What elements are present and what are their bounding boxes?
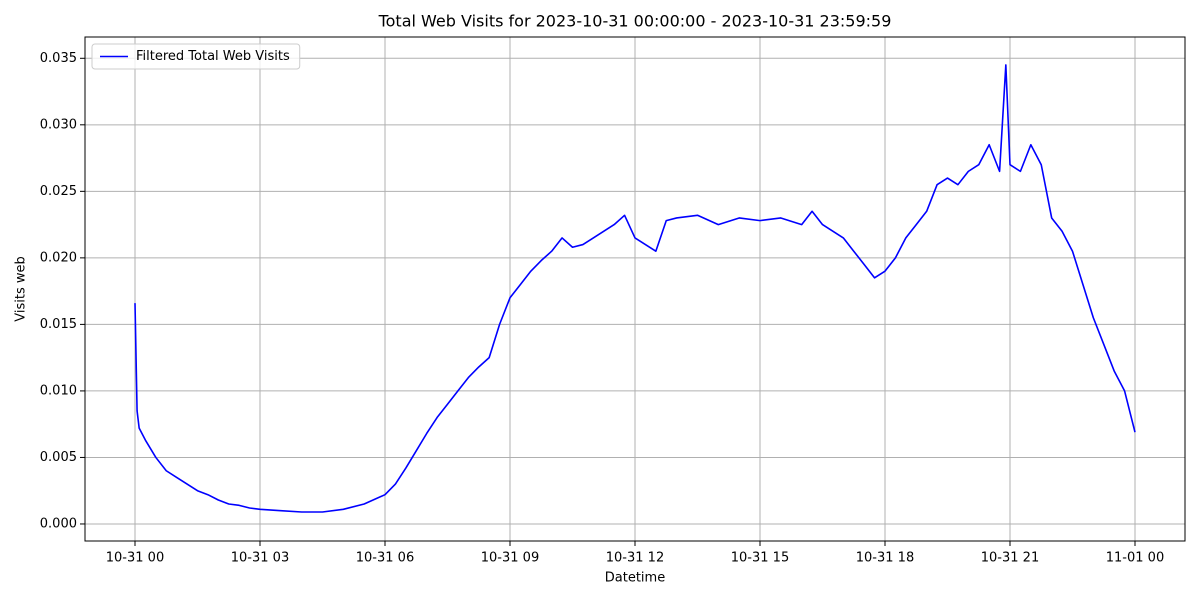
y-tick-label: 0.015 — [40, 317, 77, 332]
x-tick-label: 10-31 00 — [106, 551, 164, 566]
y-tick-label: 0.005 — [40, 450, 77, 465]
plot-frame — [84, 36, 1186, 542]
x-tick-label: 10-31 09 — [481, 551, 539, 566]
data-line — [134, 64, 1136, 513]
legend-box — [91, 43, 301, 70]
x-tick-label: 11-01 00 — [1106, 551, 1164, 566]
y-tick-label: 0.000 — [40, 516, 77, 531]
y-tick-label: 0.025 — [40, 184, 77, 199]
y-tick-label: 0.010 — [40, 383, 77, 398]
x-axis-label: Datetime — [605, 571, 665, 586]
x-tick-label: 10-31 06 — [356, 551, 414, 566]
x-tick-label: 10-31 15 — [731, 551, 789, 566]
legend: Filtered Total Web Visits — [91, 43, 301, 70]
x-tick-label: 10-31 18 — [856, 551, 914, 566]
y-tick-label: 0.020 — [40, 250, 77, 265]
y-axis-label: Visits web — [14, 256, 29, 322]
y-tick-label: 0.030 — [40, 117, 77, 132]
chart-title: Total Web Visits for 2023-10-31 00:00:00… — [378, 12, 892, 31]
y-tick-label: 0.035 — [40, 51, 77, 66]
x-tick-label: 10-31 03 — [231, 551, 289, 566]
x-tick-label: 10-31 21 — [981, 551, 1039, 566]
legend-label: Filtered Total Web Visits — [136, 49, 290, 64]
x-tick-label: 10-31 12 — [606, 551, 664, 566]
